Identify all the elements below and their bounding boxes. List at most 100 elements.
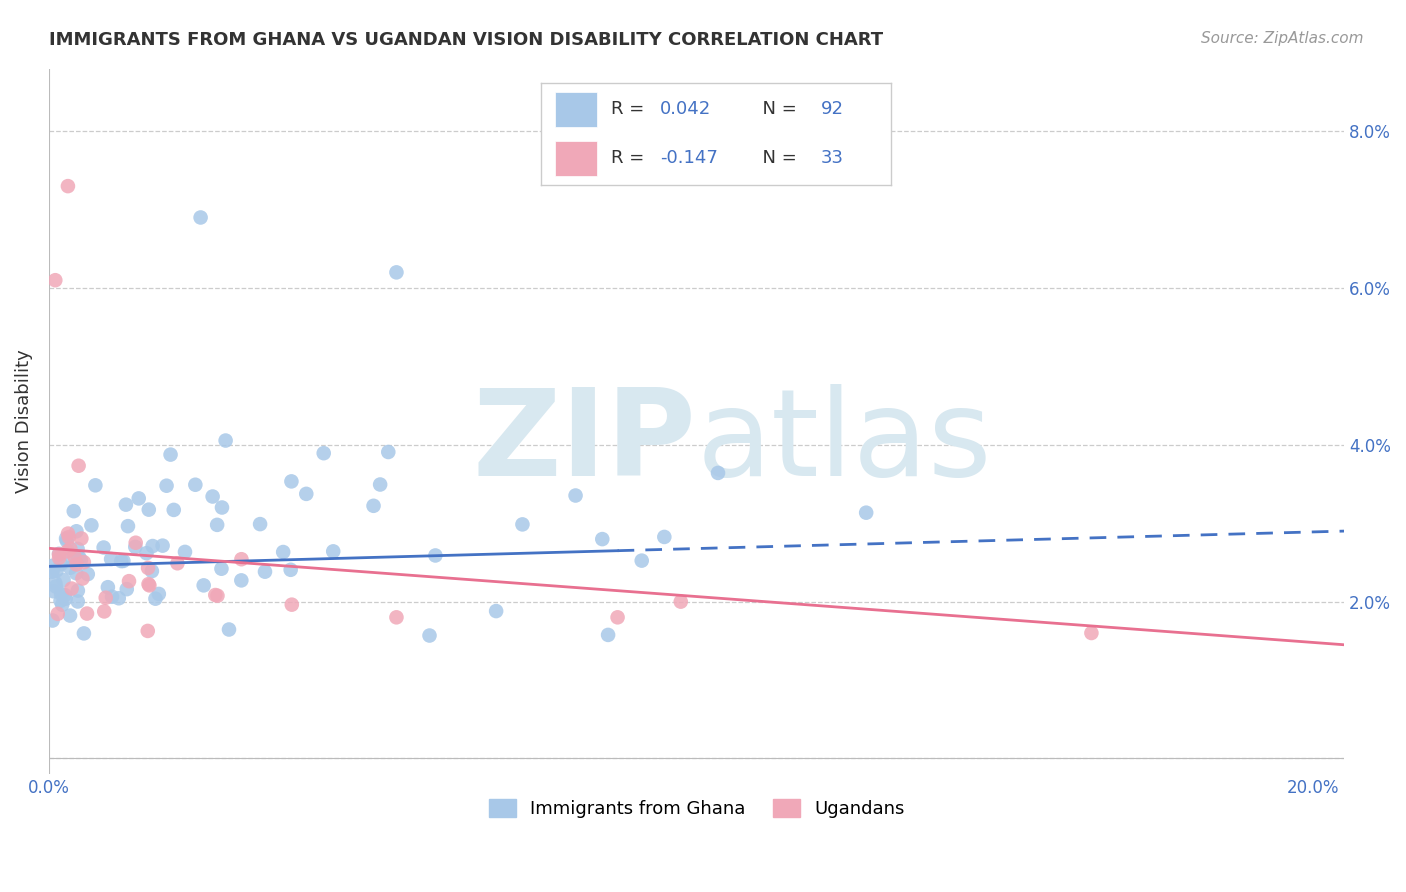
Immigrants from Ghana <box>363 499 385 513</box>
Ugandans <box>136 561 159 575</box>
Immigrants from Ghana <box>249 517 271 532</box>
Immigrants from Ghana <box>190 211 212 225</box>
Immigrants from Ghana <box>214 434 236 448</box>
Immigrants from Ghana <box>51 598 73 612</box>
Ugandans <box>136 624 159 638</box>
Legend: Immigrants from Ghana, Ugandans: Immigrants from Ghana, Ugandans <box>481 791 911 825</box>
Immigrants from Ghana <box>205 517 228 532</box>
Immigrants from Ghana <box>596 628 619 642</box>
Immigrants from Ghana <box>138 502 160 516</box>
Immigrants from Ghana <box>159 448 181 462</box>
Immigrants from Ghana <box>53 588 76 602</box>
Immigrants from Ghana <box>512 517 534 532</box>
Immigrants from Ghana <box>73 626 96 640</box>
Immigrants from Ghana <box>49 594 72 608</box>
Immigrants from Ghana <box>66 541 89 556</box>
Ugandans <box>385 610 408 624</box>
Immigrants from Ghana <box>60 550 83 565</box>
Immigrants from Ghana <box>280 563 302 577</box>
Ugandans <box>125 535 148 549</box>
Immigrants from Ghana <box>385 265 408 279</box>
Immigrants from Ghana <box>110 554 132 568</box>
Immigrants from Ghana <box>253 565 276 579</box>
Immigrants from Ghana <box>425 549 447 563</box>
Ugandans <box>76 607 98 621</box>
Ugandans <box>56 544 79 558</box>
Text: Source: ZipAtlas.com: Source: ZipAtlas.com <box>1201 31 1364 46</box>
Ugandans <box>60 582 83 596</box>
Immigrants from Ghana <box>112 554 135 568</box>
Immigrants from Ghana <box>115 582 138 596</box>
Text: ZIP: ZIP <box>472 384 696 501</box>
Immigrants from Ghana <box>56 533 79 548</box>
Immigrants from Ghana <box>135 546 157 560</box>
Immigrants from Ghana <box>80 518 103 533</box>
Ugandans <box>606 610 628 624</box>
Immigrants from Ghana <box>368 477 391 491</box>
Immigrants from Ghana <box>41 614 63 628</box>
Ugandans <box>166 556 188 570</box>
Immigrants from Ghana <box>652 530 675 544</box>
Immigrants from Ghana <box>184 477 207 491</box>
Immigrants from Ghana <box>201 490 224 504</box>
Ugandans <box>281 598 304 612</box>
Ugandans <box>204 588 226 602</box>
Ugandans <box>56 179 79 194</box>
Immigrants from Ghana <box>115 498 138 512</box>
Immigrants from Ghana <box>93 541 115 555</box>
Immigrants from Ghana <box>231 574 253 588</box>
Immigrants from Ghana <box>128 491 150 506</box>
Immigrants from Ghana <box>59 561 82 575</box>
Immigrants from Ghana <box>66 594 89 608</box>
Immigrants from Ghana <box>84 478 107 492</box>
Y-axis label: Vision Disability: Vision Disability <box>15 350 32 493</box>
Immigrants from Ghana <box>312 446 335 460</box>
Immigrants from Ghana <box>45 563 67 577</box>
Immigrants from Ghana <box>322 544 344 558</box>
Ugandans <box>138 577 160 591</box>
Immigrants from Ghana <box>280 475 302 489</box>
Immigrants from Ghana <box>70 553 93 567</box>
Immigrants from Ghana <box>55 591 77 606</box>
Ugandans <box>67 458 90 473</box>
Immigrants from Ghana <box>148 587 170 601</box>
Immigrants from Ghana <box>218 623 240 637</box>
Immigrants from Ghana <box>211 500 233 515</box>
Ugandans <box>231 552 253 566</box>
Ugandans <box>207 589 229 603</box>
Immigrants from Ghana <box>41 558 63 573</box>
Immigrants from Ghana <box>271 545 294 559</box>
Ugandans <box>56 526 79 541</box>
Ugandans <box>44 273 66 287</box>
Immigrants from Ghana <box>630 554 652 568</box>
Immigrants from Ghana <box>65 524 87 539</box>
Ugandans <box>48 547 70 561</box>
Immigrants from Ghana <box>141 564 163 578</box>
Ugandans <box>93 604 115 618</box>
Ugandans <box>63 549 86 564</box>
Ugandans <box>118 574 141 589</box>
Ugandans <box>59 541 82 556</box>
Immigrants from Ghana <box>564 489 586 503</box>
Immigrants from Ghana <box>117 519 139 533</box>
Immigrants from Ghana <box>44 576 66 591</box>
Immigrants from Ghana <box>76 567 98 582</box>
Immigrants from Ghana <box>41 565 63 579</box>
Immigrants from Ghana <box>707 466 730 480</box>
Immigrants from Ghana <box>855 506 877 520</box>
Immigrants from Ghana <box>52 573 75 587</box>
Immigrants from Ghana <box>295 487 318 501</box>
Immigrants from Ghana <box>49 557 72 571</box>
Immigrants from Ghana <box>211 562 233 576</box>
Ugandans <box>46 607 69 621</box>
Text: atlas: atlas <box>696 384 993 501</box>
Ugandans <box>48 550 70 565</box>
Immigrants from Ghana <box>418 628 440 642</box>
Ugandans <box>70 532 93 546</box>
Immigrants from Ghana <box>485 604 508 618</box>
Immigrants from Ghana <box>163 503 186 517</box>
Immigrants from Ghana <box>49 587 72 601</box>
Immigrants from Ghana <box>100 552 122 566</box>
Immigrants from Ghana <box>65 566 87 581</box>
Ugandans <box>1080 626 1102 640</box>
